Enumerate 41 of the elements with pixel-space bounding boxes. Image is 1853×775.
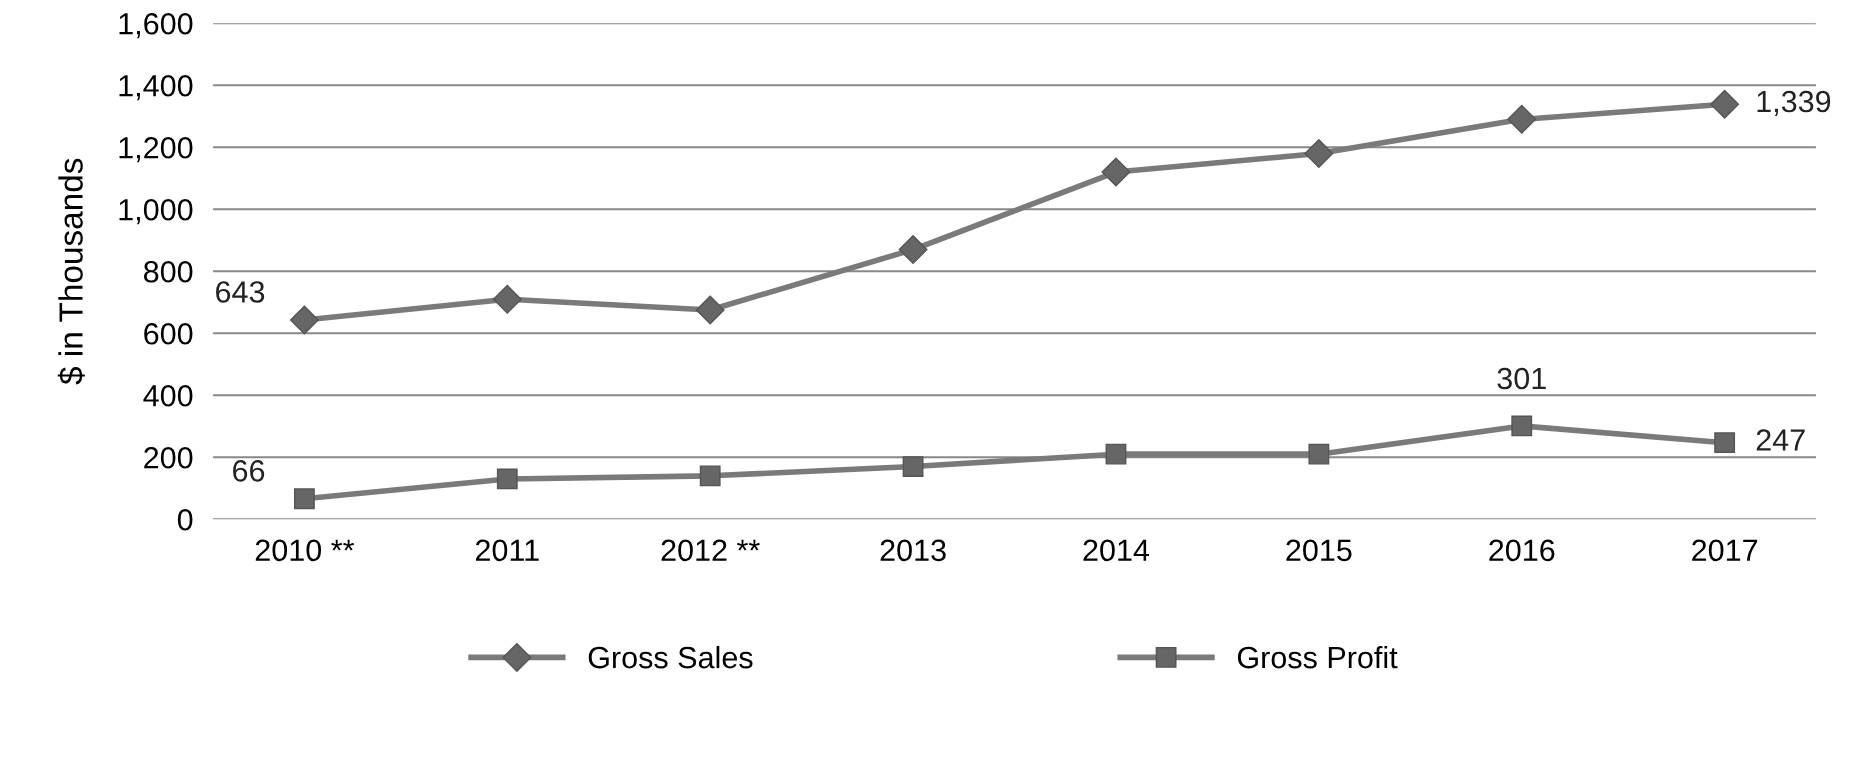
- y-tick-label: 400: [143, 384, 193, 407]
- x-tick-label: 2015: [1286, 539, 1352, 562]
- y-tick-label: 600: [144, 322, 193, 345]
- x-tick-label: 2014: [1083, 539, 1150, 562]
- point: [1308, 443, 1330, 465]
- point: [1304, 139, 1334, 168]
- point: [496, 468, 518, 490]
- point: [1105, 443, 1127, 465]
- point: [289, 305, 319, 335]
- x-tick-label: 2011: [475, 539, 539, 562]
- x-tick-label: 2010 **: [255, 539, 355, 562]
- y-tick-label: 1,400: [119, 74, 193, 101]
- x-tick-label: 2016: [1489, 539, 1555, 562]
- y-tick-label: 0: [177, 508, 193, 531]
- data-label: 247: [1756, 429, 1805, 451]
- point: [1511, 415, 1533, 437]
- point: [1710, 89, 1740, 119]
- x-tick-label: 2013: [880, 539, 946, 562]
- point: [492, 284, 522, 314]
- point: [902, 456, 924, 477]
- x-tick-label: 2017: [1692, 539, 1758, 562]
- x-tick-label: 2012 **: [661, 539, 760, 562]
- point: [293, 488, 315, 510]
- y-tick-label: 1,000: [119, 198, 193, 225]
- point: [1507, 104, 1537, 134]
- legend-label: Gross Sales: [588, 645, 753, 669]
- data-label: 301: [1497, 367, 1546, 390]
- y-tick-label: 1,200: [119, 136, 193, 163]
- point: [1714, 432, 1736, 454]
- data-label: 1,339: [1757, 90, 1831, 116]
- y-tick-label: 200: [144, 446, 193, 469]
- y-axis-title: $ in Thousands: [57, 158, 85, 385]
- data-label: 66: [233, 460, 265, 482]
- legend-label: Gross Profit: [1237, 645, 1398, 669]
- point: [898, 235, 928, 264]
- y-tick-label: 800: [144, 260, 193, 283]
- point: [695, 295, 725, 325]
- point: [1101, 157, 1131, 187]
- y-tick-label: 1,600: [119, 12, 193, 39]
- data-label: 643: [216, 281, 265, 303]
- point: [699, 465, 721, 487]
